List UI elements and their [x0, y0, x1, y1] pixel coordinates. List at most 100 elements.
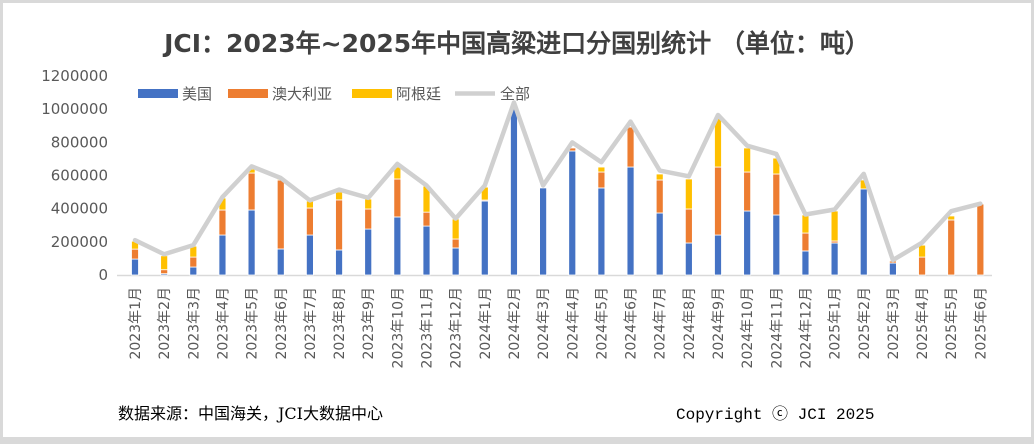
x-tick-label: 2025年2月 [857, 287, 873, 360]
x-tick-label: 2025年6月 [973, 287, 989, 360]
bar-segment-usa [568, 150, 577, 276]
bar-segment-usa [626, 166, 635, 276]
bar-segment-argentina [918, 244, 926, 258]
legend-label: 阿根廷 [396, 85, 441, 103]
y-axis: 0 200000 400000 600000 800000 1000000 1200000 [41, 67, 992, 284]
bar-segment-australia [422, 211, 431, 227]
bar-segment-australia [655, 179, 664, 214]
x-tick-label: 2023年7月 [303, 287, 319, 360]
bar-segment-australia [714, 166, 722, 236]
y-tick-label: 1200000 [41, 67, 108, 85]
bar-segment-australia [451, 238, 460, 249]
bar-segment-usa [247, 209, 256, 276]
x-tick-label: 2023年12月 [449, 287, 465, 368]
copyright-note: Copyright ⓒ JCI 2025 [676, 406, 875, 424]
bar-segment-usa [655, 212, 664, 276]
line-series [132, 100, 983, 263]
bar-segment-usa [189, 266, 198, 276]
x-tick-label: 2024年2月 [507, 287, 523, 360]
bar-segment-argentina [830, 210, 839, 242]
bar-segment-usa [218, 234, 227, 276]
bar-segment-usa [364, 228, 373, 276]
bar-segment-argentina [451, 218, 460, 240]
legend-total: 全部 [455, 85, 530, 103]
bar-segment-usa [772, 214, 781, 276]
bar-segment-australia [801, 232, 810, 252]
bar-segment-australia [918, 256, 926, 276]
legend-label: 美国 [182, 85, 212, 103]
bar-segment-australia [597, 171, 606, 189]
bar-segment-argentina [801, 214, 810, 234]
x-tick-label: 2024年7月 [653, 287, 669, 360]
x-tick-label: 2025年1月 [828, 287, 844, 360]
bar-segment-australia [393, 178, 402, 218]
bar-segment-usa [714, 234, 722, 276]
bar-segment-usa [451, 247, 460, 276]
bar-segment-usa [597, 187, 606, 276]
legend-swatch [228, 89, 268, 98]
x-tick-label: 2024年9月 [711, 287, 727, 360]
x-tick-label: 2023年9月 [361, 287, 377, 360]
bar-segment-usa [480, 200, 489, 276]
x-tick-label: 2024年11月 [769, 287, 785, 368]
x-tick-label: 2024年1月 [478, 287, 494, 360]
bar-segment-usa [131, 258, 139, 276]
bar-segment-argentina [364, 198, 373, 210]
bar-segment-australia [743, 171, 752, 212]
x-tick-label: 2023年1月 [128, 287, 144, 360]
x-tick-label: 2024年8月 [682, 287, 698, 360]
legend-usa: 美国 [138, 85, 212, 103]
legend-swatch [138, 89, 178, 98]
legend-australia: 澳大利亚 [228, 85, 332, 103]
bar-segment-australia [305, 207, 314, 236]
x-axis: 2023年1月 2023年2月 2023年3月 2023年4月 2023年5月 2023年… [128, 287, 989, 368]
bar-segment-argentina [160, 255, 169, 271]
x-tick-label: 2023年8月 [332, 287, 348, 360]
bar-segment-usa [539, 187, 547, 276]
y-tick-label: 800000 [51, 133, 108, 151]
bar-segment-australia [626, 126, 635, 168]
x-tick-label: 2024年12月 [798, 287, 814, 368]
bar-segment-usa [335, 249, 343, 276]
bar-segment-usa [859, 188, 868, 276]
bar-segment-australia [364, 208, 373, 230]
bar-segment-usa [743, 210, 752, 276]
chart-title: JCI：2023年~2025年中国高粱进口分国别统计 （单位：吨） [164, 29, 870, 58]
x-tick-label: 2023年10月 [390, 287, 406, 368]
bar-segment-australia [947, 219, 956, 276]
bar-segment-australia [189, 256, 198, 268]
bar-segment-australia [160, 269, 169, 275]
x-tick-label: 2023年4月 [215, 287, 231, 360]
x-tick-label: 2024年4月 [565, 287, 581, 360]
bar-segment-australia [276, 179, 285, 250]
bar-segment-australia [335, 199, 343, 251]
bar-segment-argentina [655, 173, 664, 181]
bar-segment-usa [393, 216, 402, 276]
bar-segment-usa [830, 242, 839, 276]
x-tick-label: 2025年3月 [886, 287, 902, 360]
bar-segment-usa [889, 262, 897, 276]
y-tick-label: 600000 [51, 167, 108, 185]
bar-segment-usa [801, 250, 810, 276]
legend-swatch [352, 89, 392, 98]
data-source-note: 数据来源：中国海关，JCI大数据中心 [118, 404, 383, 423]
x-tick-label: 2025年4月 [915, 287, 931, 360]
bar-segment-argentina [743, 147, 752, 173]
x-tick-label: 2023年2月 [157, 287, 173, 360]
bar-segment-usa [422, 225, 431, 276]
x-tick-label: 2023年6月 [274, 287, 290, 360]
bar-segment-australia [131, 248, 139, 260]
bar-segment-argentina [684, 178, 693, 210]
legend: 美国 澳大利亚 阿根廷 全部 [138, 85, 530, 103]
x-tick-label: 2024年5月 [594, 287, 610, 360]
y-tick-label: 0 [98, 266, 108, 284]
bar-segment-australia [976, 203, 985, 276]
bar-segment-australia [218, 209, 227, 236]
bar-segment-usa [276, 248, 285, 276]
bar-segment-usa [510, 106, 518, 276]
bar-series [131, 106, 985, 276]
y-tick-label: 1000000 [41, 100, 108, 118]
x-tick-label: 2024年6月 [624, 287, 640, 360]
bar-segment-usa [305, 234, 314, 276]
